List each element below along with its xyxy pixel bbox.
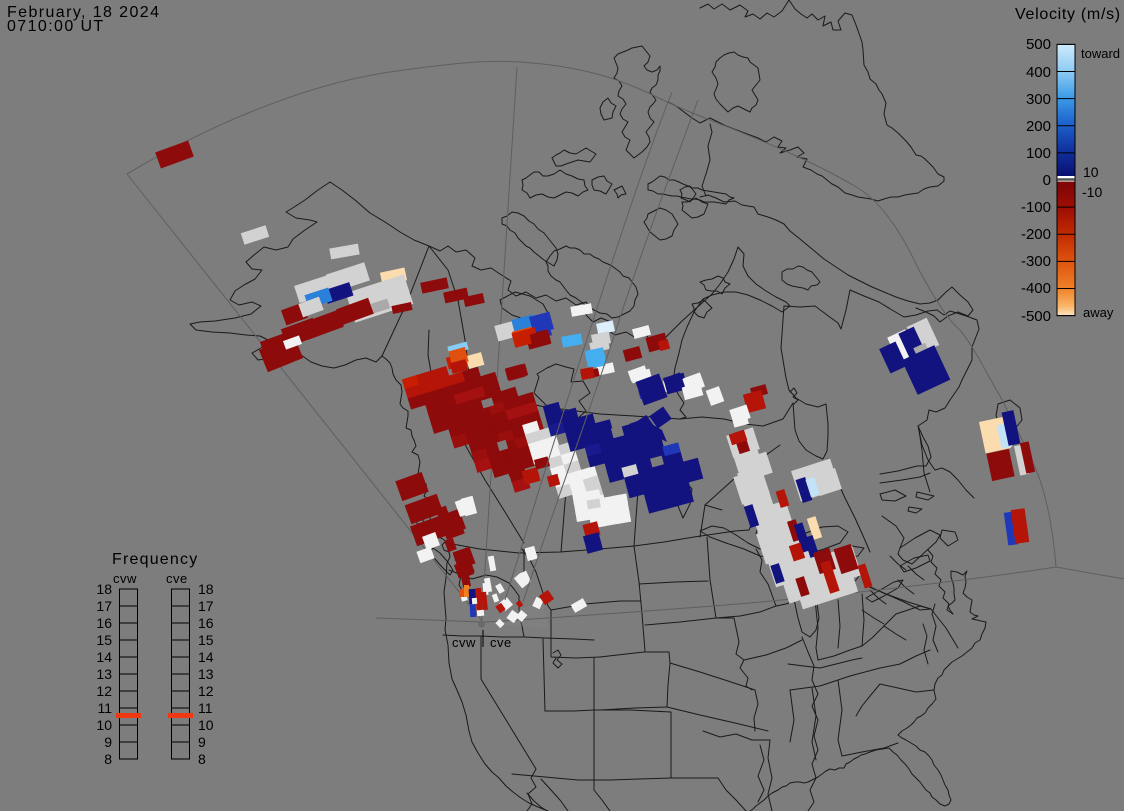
svg-text:13: 13 (96, 666, 112, 682)
svg-text:cve: cve (166, 571, 188, 586)
svg-text:13: 13 (198, 666, 214, 682)
svg-text:10: 10 (1083, 164, 1099, 180)
svg-text:10: 10 (198, 717, 214, 733)
svg-text:9: 9 (104, 734, 112, 750)
svg-text:0: 0 (1043, 172, 1051, 189)
svg-text:18: 18 (198, 581, 214, 597)
svg-text:100: 100 (1026, 145, 1051, 162)
svg-text:14: 14 (198, 649, 214, 665)
svg-text:toward: toward (1081, 46, 1120, 61)
svg-text:200: 200 (1026, 118, 1051, 135)
svg-text:11: 11 (97, 700, 112, 716)
svg-text:-400: -400 (1021, 280, 1051, 297)
svg-text:Frequency: Frequency (112, 551, 198, 568)
svg-text:8: 8 (198, 751, 206, 767)
svg-text:17: 17 (96, 598, 112, 614)
svg-text:12: 12 (198, 683, 214, 699)
svg-text:15: 15 (96, 632, 112, 648)
svg-text:500: 500 (1026, 36, 1051, 53)
svg-text:17: 17 (198, 598, 214, 614)
svg-text:18: 18 (96, 581, 112, 597)
svg-text:8: 8 (104, 751, 112, 767)
svg-text:10: 10 (96, 717, 112, 733)
svg-text:11: 11 (198, 700, 213, 716)
svg-text:400: 400 (1026, 64, 1051, 81)
svg-text:300: 300 (1026, 91, 1051, 108)
svg-text:-300: -300 (1021, 253, 1051, 270)
svg-text:9: 9 (198, 734, 206, 750)
svg-text:0710:00 UT: 0710:00 UT (7, 18, 105, 35)
svg-text:Velocity (m/s): Velocity (m/s) (1015, 6, 1121, 23)
svg-text:16: 16 (198, 615, 214, 631)
svg-text:15: 15 (198, 632, 214, 648)
svg-text:-200: -200 (1021, 226, 1051, 243)
svg-text:-500: -500 (1021, 308, 1051, 325)
svg-text:14: 14 (96, 649, 112, 665)
svg-text:cve: cve (490, 635, 512, 650)
svg-text:away: away (1083, 305, 1114, 320)
svg-text:12: 12 (96, 683, 112, 699)
svg-text:-100: -100 (1021, 199, 1051, 216)
svg-text:February, 18 2024: February, 18 2024 (7, 4, 160, 21)
svg-text:cvw: cvw (452, 635, 476, 650)
svg-text:cvw: cvw (113, 571, 137, 586)
svg-text:16: 16 (96, 615, 112, 631)
svg-text:-10: -10 (1082, 184, 1102, 200)
